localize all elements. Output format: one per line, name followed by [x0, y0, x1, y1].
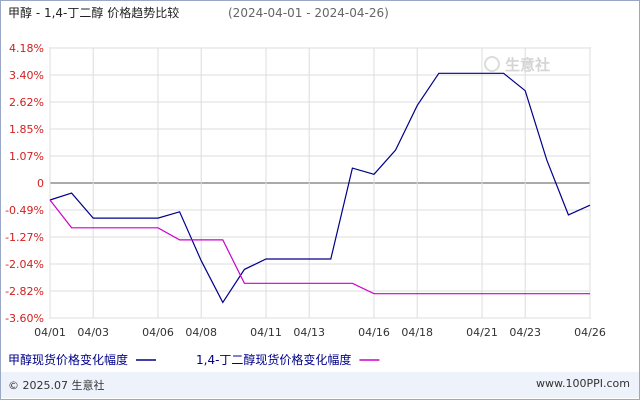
y-tick-label: 0 [37, 177, 44, 190]
y-tick-label: -1.27% [5, 231, 44, 244]
y-tick-label: 2.62% [9, 96, 44, 109]
series-line-1 [49, 72, 591, 304]
x-tick-label: 04/03 [77, 326, 109, 339]
chart-date-range: (2024-04-01 - 2024-04-26) [228, 6, 389, 20]
legend-item-1: 甲醇现货价格变化幅度 [8, 352, 157, 367]
y-tick-label: -2.82% [5, 285, 44, 298]
y-tick-label: 1.85% [9, 123, 44, 136]
x-tick-label: 04/01 [34, 326, 66, 339]
series-line-2 [49, 199, 590, 295]
watermark-logo: 生意社 [484, 56, 550, 74]
y-tick-label: 4.18% [9, 42, 44, 55]
x-tick-label: 04/13 [293, 326, 325, 339]
x-tick-label: 04/26 [574, 326, 606, 339]
chart-title: 甲醇 - 1,4-丁二醇 价格趋势比较 [8, 5, 179, 20]
x-tick-label: 04/16 [358, 326, 390, 339]
footer-band [1, 372, 639, 398]
x-tick-label: 04/21 [466, 326, 498, 339]
y-tick-label: -0.49% [5, 204, 44, 217]
legend-label: 甲醇现货价格变化幅度 [8, 352, 128, 367]
watermark-text: 生意社 [505, 56, 550, 74]
y-tick-label: -3.60% [5, 312, 44, 325]
footer-copyright: © 2025.07 生意社 [8, 379, 105, 392]
legend-item-2: 1,4-丁二醇现货价格变化幅度 [196, 352, 380, 367]
y-tick-label: 1.07% [9, 150, 44, 163]
x-tick-label: 04/23 [509, 326, 541, 339]
y-tick-label: 3.40% [9, 69, 44, 82]
x-tick-label: 04/08 [185, 326, 217, 339]
footer-url[interactable]: www.100PPI.com [536, 377, 630, 390]
legend-label: 1,4-丁二醇现货价格变化幅度 [196, 352, 351, 367]
x-tick-label: 04/11 [250, 326, 282, 339]
y-tick-label: -2.04% [5, 258, 44, 271]
x-tick-label: 04/18 [401, 326, 433, 339]
x-tick-label: 04/06 [142, 326, 174, 339]
